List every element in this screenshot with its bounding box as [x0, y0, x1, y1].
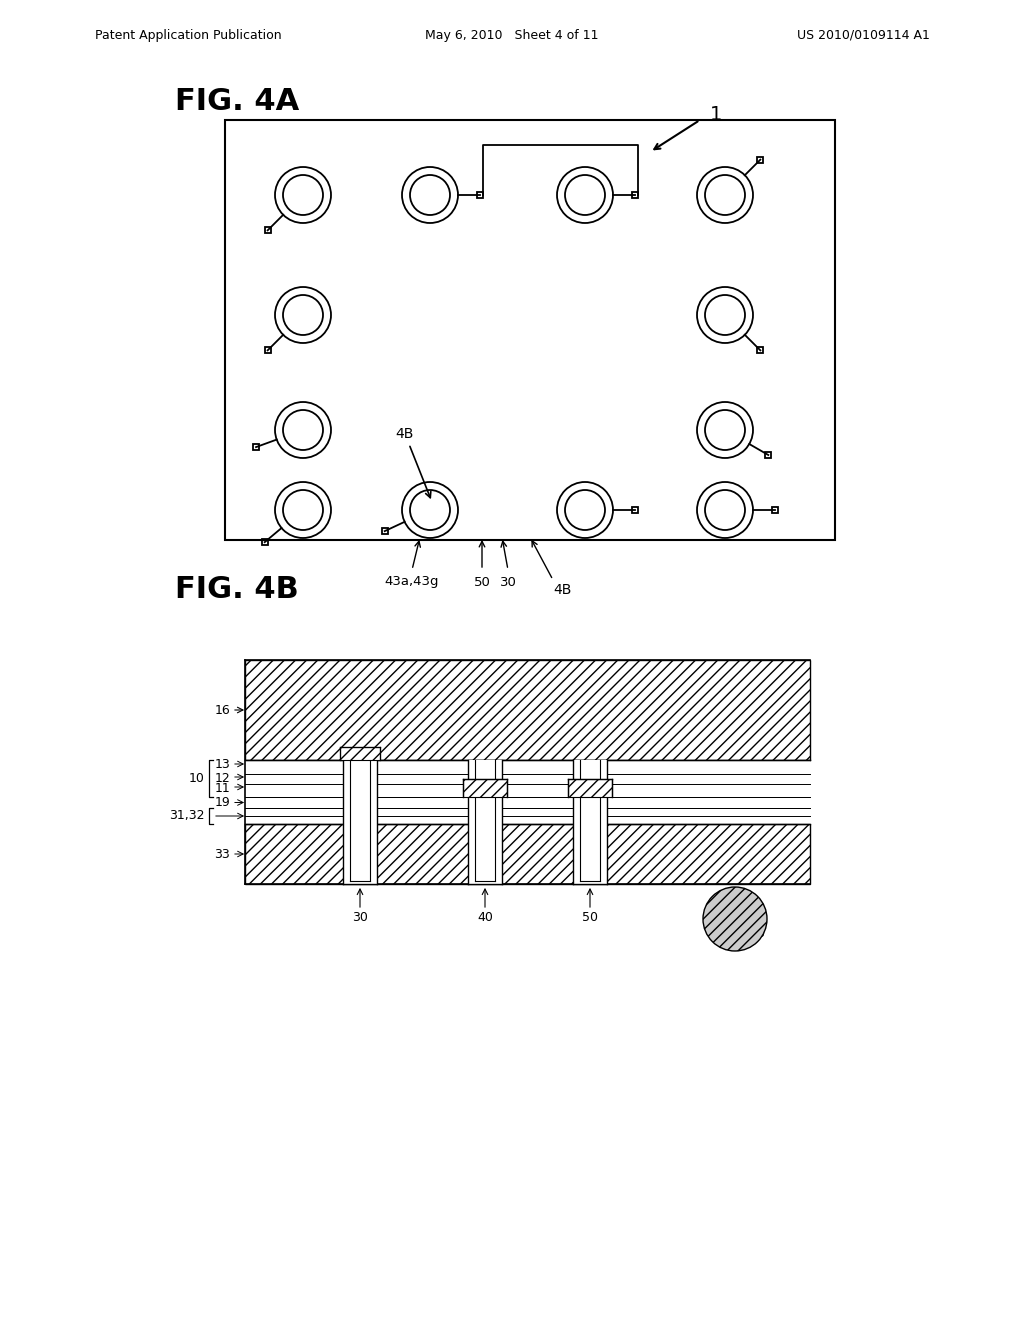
Text: FIG. 4B: FIG. 4B	[175, 576, 299, 605]
Bar	[463, 779, 507, 797]
Bar	[632, 191, 638, 198]
Text: 12: 12	[214, 771, 230, 784]
Text: US 2010/0109114 A1: US 2010/0109114 A1	[797, 29, 930, 41]
Bar	[245, 660, 810, 964]
Bar	[264, 227, 270, 234]
Text: 43a,43g: 43a,43g	[385, 576, 439, 589]
Text: FIG. 4A: FIG. 4A	[175, 87, 299, 116]
Text: May 6, 2010   Sheet 4 of 11: May 6, 2010 Sheet 4 of 11	[425, 29, 599, 41]
Text: 43a,43g: 43a,43g	[715, 924, 766, 937]
Text: 16: 16	[214, 704, 230, 717]
Bar	[468, 760, 475, 884]
Bar	[573, 760, 580, 884]
Text: 1: 1	[710, 106, 722, 124]
Bar	[340, 747, 380, 760]
Bar	[632, 507, 638, 513]
Bar	[468, 760, 502, 884]
Bar	[245, 824, 810, 884]
Bar	[245, 760, 810, 774]
Text: 10: 10	[189, 772, 205, 785]
Text: 40: 40	[477, 911, 493, 924]
Bar	[245, 808, 810, 816]
Bar	[264, 347, 270, 354]
Bar	[343, 760, 350, 884]
Bar	[568, 779, 612, 797]
Text: 33: 33	[214, 847, 230, 861]
Text: 31,32: 31,32	[170, 809, 205, 822]
Text: 19: 19	[214, 796, 230, 809]
Bar	[253, 444, 259, 450]
Bar	[772, 507, 778, 513]
Text: 50: 50	[473, 576, 490, 589]
Bar	[758, 347, 763, 354]
Bar	[262, 539, 267, 545]
Text: Patent Application Publication: Patent Application Publication	[95, 29, 282, 41]
Bar	[758, 157, 763, 162]
Bar	[382, 528, 388, 535]
Bar	[245, 784, 810, 797]
Text: 4B: 4B	[553, 583, 571, 597]
Text: 4B: 4B	[396, 426, 431, 498]
Bar	[600, 760, 607, 884]
Bar	[568, 779, 612, 797]
Circle shape	[703, 887, 767, 950]
Bar	[463, 779, 507, 797]
Bar	[495, 760, 502, 884]
Bar	[225, 120, 835, 540]
Bar	[245, 774, 810, 784]
Bar	[477, 191, 483, 198]
Bar	[573, 760, 607, 884]
Text: 13: 13	[214, 759, 230, 771]
Text: 30: 30	[352, 911, 368, 924]
Text: 50: 50	[582, 911, 598, 924]
Bar	[343, 760, 377, 884]
Bar	[370, 760, 377, 884]
Text: 11: 11	[214, 781, 230, 795]
Bar	[765, 451, 771, 458]
Text: 30: 30	[500, 576, 516, 589]
Bar	[245, 816, 810, 824]
Bar	[245, 660, 810, 760]
